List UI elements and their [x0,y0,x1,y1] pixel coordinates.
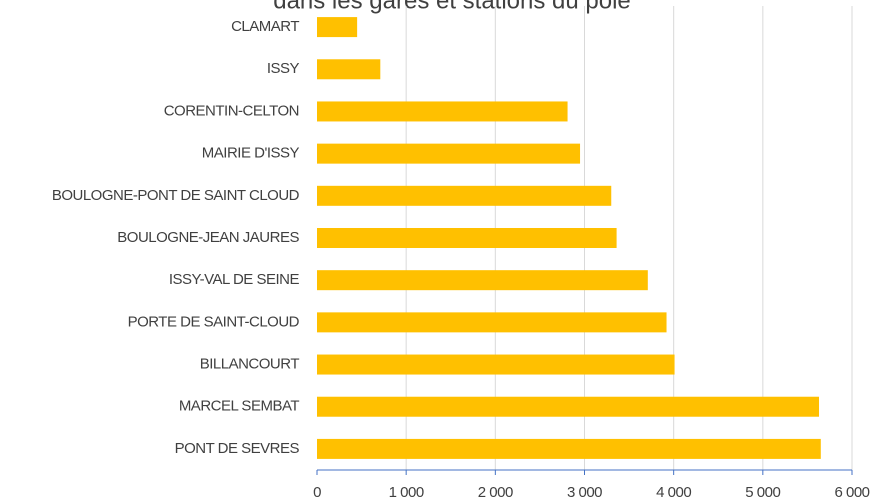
y-tick-label: PORTE DE SAINT-CLOUD [128,313,300,330]
y-tick-label: BOULOGNE-JEAN JAURES [117,229,299,246]
y-tick-label: PONT DE SEVRES [175,440,300,457]
bar [317,438,821,459]
bar [317,354,675,375]
bar [317,270,648,291]
chart-title: dans les gares et stations du pôle [273,0,631,14]
x-tick-label: 5 000 [745,484,780,501]
bar [317,185,612,206]
bar [317,312,667,333]
x-tick-label: 4 000 [656,484,691,501]
y-tick-label: MARCEL SEMBAT [179,398,300,415]
x-tick-label: 0 [313,484,321,501]
y-tick-label: CLAMART [231,18,299,35]
bar [317,396,820,417]
x-tick-label: 1 000 [389,484,424,501]
x-tick-label: 2 000 [478,484,513,501]
y-tick-label: ISSY [267,60,300,77]
bar [317,17,358,38]
y-tick-label: ISSY-VAL DE SEINE [169,271,300,288]
y-tick-label: BILLANCOURT [200,356,300,373]
bar [317,228,617,248]
y-tick-label: MAIRIE D'ISSY [202,145,300,162]
bar [317,101,568,122]
y-tick-label: BOULOGNE-PONT DE SAINT CLOUD [52,187,300,204]
bar [317,59,381,80]
x-tick-label: 3 000 [567,484,602,501]
x-tick-label: 6 000 [834,484,869,501]
bar [317,143,581,164]
y-tick-label: CORENTIN-CELTON [164,102,299,119]
